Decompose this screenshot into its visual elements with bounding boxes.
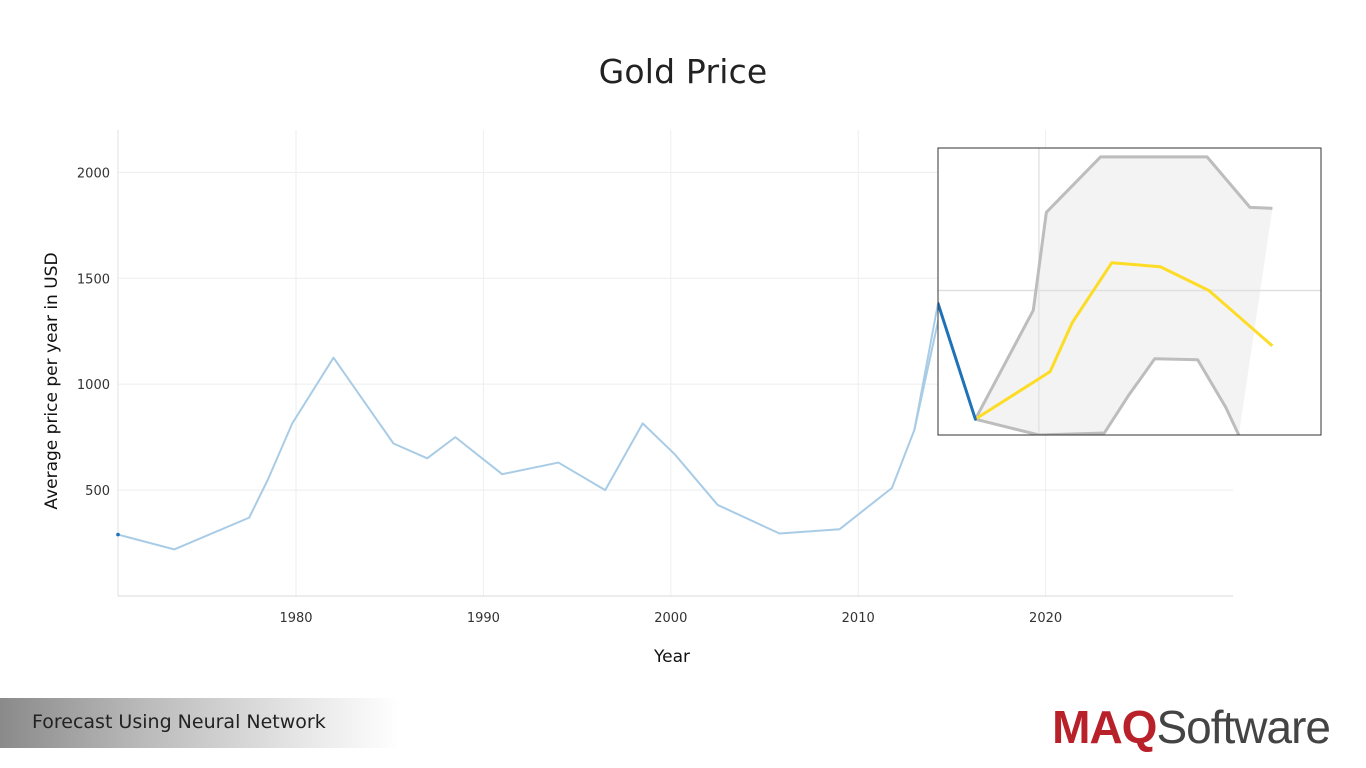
logo-part-software: Software [1156,701,1331,753]
history-start-marker [116,532,120,537]
axes: 500 1000 1500 2000 1980 1990 2000 2010 2020 [77,130,1233,626]
history-last-segment [938,301,977,421]
history-line [117,291,946,551]
logo-part-maq: MAQ [1052,701,1157,753]
x-tick-label: 2020 [1029,611,1062,626]
y-tick-label: 1500 [77,272,110,287]
x-tick-label: 2000 [654,611,687,626]
x-axis-title: Year [653,647,690,667]
footer-caption: Forecast Using Neural Network [32,711,326,733]
history-connector [913,303,939,430]
x-tick-label: 1990 [467,611,500,626]
inset-plot [938,148,1321,435]
upper-bound-line [974,155,1273,420]
confidence-band [975,156,1273,435]
series [116,291,946,551]
inset-border [937,147,1322,436]
footer-band [0,698,400,748]
y-tick-label: 1000 [77,378,110,393]
y-axis-title: Average price per year in USD [42,252,62,509]
maq-software-logo: MAQSoftware [1052,700,1331,754]
x-tick-label: 2010 [842,611,875,626]
chart-title: Gold Price [598,52,768,91]
y-tick-label: 500 [85,484,110,499]
y-tick-label: 2000 [77,166,110,181]
forecast-inset [937,147,1322,436]
x-tick-label: 1980 [279,611,312,626]
